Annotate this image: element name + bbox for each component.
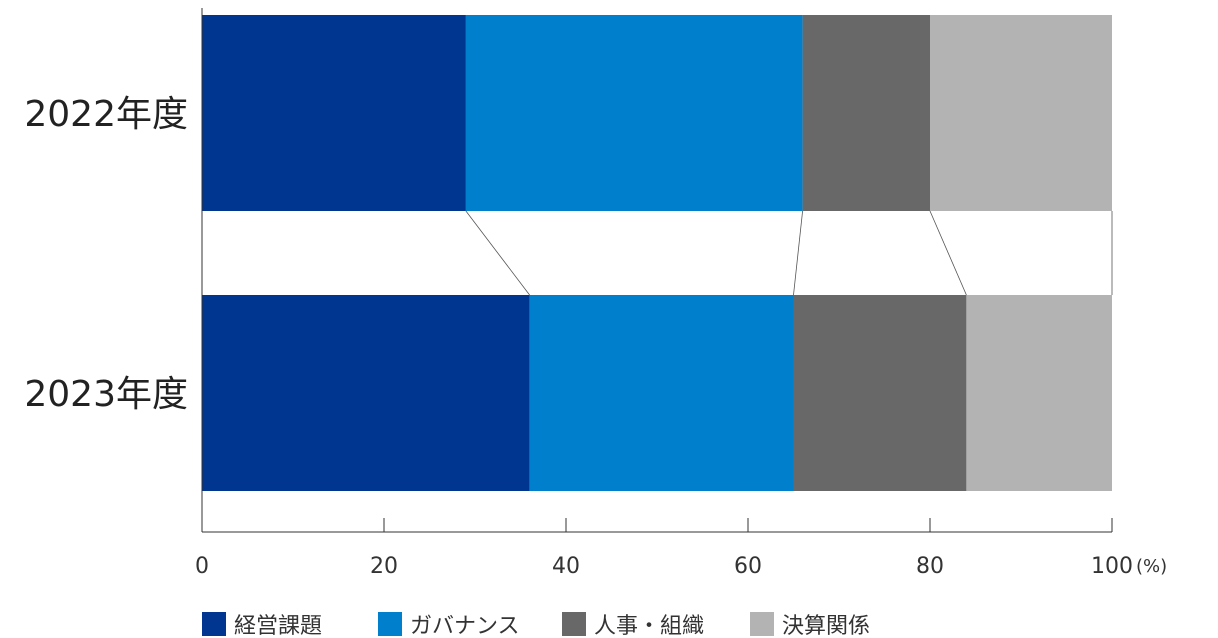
bars-group — [202, 15, 1112, 491]
x-unit-label: (%) — [1136, 556, 1167, 577]
bar-segment-2-3 — [793, 295, 967, 491]
x-tick-label-80: 80 — [916, 554, 944, 579]
connector-lines-group — [201, 210, 1113, 296]
x-tick-label-60: 60 — [734, 554, 762, 579]
legend-label-3: 人事・組織 — [594, 614, 704, 638]
connector-line-3 — [929, 210, 967, 296]
legend-swatch-1 — [202, 612, 226, 636]
legend: 経営課題 ガバナンス 人事・組織 決算関係 — [202, 612, 870, 638]
bar-segment-1-2 — [465, 15, 803, 211]
connector-line-2 — [793, 210, 803, 296]
legend-label-4: 決算関係 — [782, 614, 870, 638]
category-label-1: 2022年度 — [24, 94, 188, 135]
legend-swatch-3 — [562, 612, 586, 636]
x-tick-label-0: 0 — [195, 554, 209, 579]
bar-segment-1-4 — [930, 15, 1112, 211]
bar-segment-2-4 — [966, 295, 1112, 491]
legend-label-2: ガバナンス — [410, 614, 520, 638]
category-label-2: 2023年度 — [24, 374, 188, 415]
x-tick-label-100: 100 — [1091, 554, 1133, 579]
x-tick-label-40: 40 — [552, 554, 580, 579]
bar-segment-2-1 — [202, 295, 530, 491]
bar-segment-1-3 — [802, 15, 930, 211]
connector-line-1 — [465, 210, 530, 296]
x-tick-label-20: 20 — [370, 554, 398, 579]
category-labels: 2022年度 2023年度 — [24, 94, 188, 415]
legend-label-1: 経営課題 — [234, 614, 322, 638]
bar-segment-2-2 — [529, 295, 794, 491]
legend-swatch-2 — [378, 612, 402, 636]
bar-segment-1-1 — [202, 15, 466, 211]
x-axis: 0 20 40 60 80 100 (%) — [195, 8, 1167, 579]
legend-swatch-4 — [750, 612, 774, 636]
